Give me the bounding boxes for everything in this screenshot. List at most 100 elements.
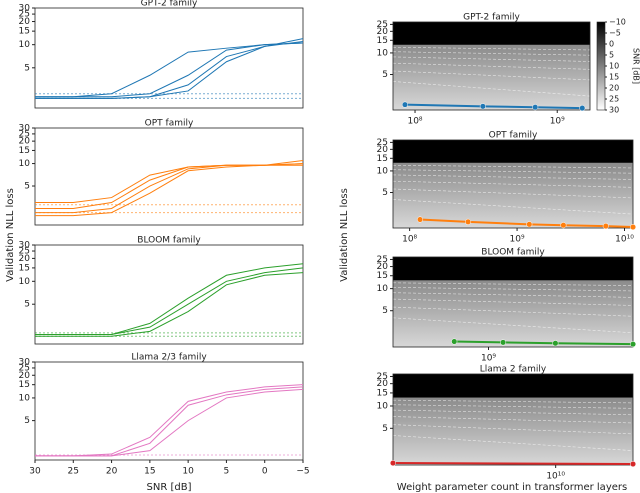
y-axis-label: Validation NLL loss — [5, 188, 16, 282]
y-tick-label: 25 — [377, 138, 388, 148]
point — [401, 101, 409, 108]
point — [629, 341, 637, 348]
chart-title: BLOOM family — [137, 236, 201, 246]
series-line — [392, 462, 634, 466]
y-tick-label: 15 — [19, 146, 30, 156]
y-tick-label: 25 — [19, 247, 30, 257]
series-line — [35, 384, 304, 457]
series-line — [35, 40, 304, 99]
y-tick-label: 5 — [382, 306, 388, 316]
y-tick-label: 25 — [377, 255, 388, 265]
y-tick-label: 20 — [19, 137, 31, 147]
point — [465, 218, 472, 225]
x-tick-label: 30 — [29, 467, 41, 477]
y-tick-label: 15 — [377, 154, 388, 164]
y-tick-label: 10 — [377, 48, 389, 58]
y-tick-label: 20 — [377, 262, 389, 272]
colorbar-tick-label: 25 — [609, 95, 619, 104]
heatmap-contour — [392, 164, 634, 169]
y-tick-label: 10 — [19, 40, 31, 50]
x-tick-label: 25 — [68, 467, 79, 477]
heatmap-contour — [392, 199, 634, 215]
y-tick-label: 30 — [19, 124, 31, 134]
series-line — [35, 38, 304, 99]
x-axis-label: Weight parameter count in transformer la… — [397, 482, 627, 493]
heatmap-contour — [392, 169, 634, 174]
y-tick-label: 15 — [377, 36, 388, 46]
point — [389, 459, 397, 467]
point — [629, 223, 637, 231]
point — [579, 105, 586, 112]
y-tick-label: 20 — [19, 254, 31, 264]
x-tick-label: 0 — [262, 467, 268, 477]
point — [560, 222, 567, 229]
y-tick-label: 5 — [24, 182, 30, 192]
heatmap-contour — [392, 56, 591, 62]
chart-title: OPT family — [145, 119, 194, 129]
chart-title: Llama 2 family — [480, 365, 547, 375]
heatmap-dark-region — [393, 374, 633, 398]
heatmap-contour — [392, 81, 591, 97]
series-line — [35, 388, 304, 457]
point — [602, 223, 609, 230]
y-tick-label: 25 — [19, 129, 30, 139]
series-line — [404, 103, 583, 110]
y-tick-label: 5 — [24, 416, 30, 426]
heatmap-contour — [392, 409, 634, 416]
plot-frame — [34, 7, 304, 109]
y-tick-label: 20 — [19, 371, 31, 381]
point — [417, 216, 424, 223]
point — [532, 104, 539, 111]
x-tick-label: 5 — [224, 467, 230, 477]
y-tick-label: 20 — [377, 379, 389, 389]
y-tick-label: 25 — [19, 363, 30, 373]
heatmap-contour — [392, 404, 634, 409]
series-line — [35, 267, 304, 335]
heatmap-contour — [392, 46, 591, 51]
y-tick-label: 5 — [382, 424, 388, 434]
y-tick-label: 20 — [377, 27, 389, 37]
y-axis-label: Validation NLL loss — [339, 188, 350, 282]
heatmap-contour — [392, 51, 591, 56]
plot-frame — [34, 361, 304, 461]
colorbar-tick-label: 10 — [609, 62, 619, 71]
colorbar-label: SNR [dB] — [632, 48, 640, 84]
heatmap-dark-region — [393, 140, 633, 163]
y-tick-label: 15 — [19, 263, 30, 273]
x-tick-label: 10⁸ — [402, 235, 417, 245]
y-tick-label: 15 — [19, 380, 30, 390]
colorbar-tick-label: 30 — [609, 106, 619, 115]
y-tick-label: 20 — [19, 17, 31, 27]
series-line — [35, 386, 304, 457]
y-tick-label: 20 — [377, 145, 389, 155]
y-tick-label: 5 — [24, 63, 30, 73]
colorbar — [596, 21, 606, 111]
colorbar-tick-label: −10 — [609, 18, 626, 27]
chart-title: GPT-2 family — [141, 0, 198, 9]
plot-frame — [392, 139, 634, 229]
series-line — [35, 42, 304, 98]
colorbar-tick-label: −5 — [609, 29, 621, 38]
plot-frame — [34, 127, 304, 226]
colorbar-tick-label: 5 — [609, 51, 614, 60]
chart-title: GPT-2 family — [463, 13, 520, 23]
y-tick-label: 25 — [19, 10, 30, 20]
heatmap-contour — [392, 62, 591, 70]
colorbar-tick-label: 20 — [609, 84, 619, 93]
y-tick-label: 10 — [19, 159, 31, 169]
series-line — [35, 263, 304, 335]
point — [629, 460, 637, 468]
x-tick-label: 10¹⁰ — [615, 235, 634, 245]
chart-title: OPT family — [489, 131, 538, 141]
x-tick-label: −5 — [296, 467, 309, 477]
colorbar-tick-label: 15 — [609, 73, 619, 82]
point — [500, 339, 507, 346]
x-axis-label: SNR [dB] — [147, 482, 192, 493]
heatmap-contour — [392, 416, 634, 424]
heatmap-dark-region — [393, 22, 590, 45]
plot-frame — [392, 256, 634, 348]
heatmap-contour — [392, 180, 634, 188]
series-line — [35, 159, 304, 209]
y-tick-label: 30 — [19, 241, 31, 251]
